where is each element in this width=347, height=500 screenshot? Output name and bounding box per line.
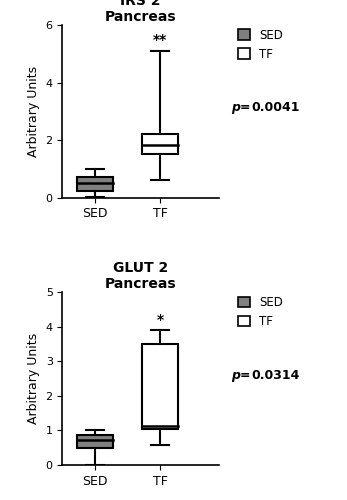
Legend: SED, TF: SED, TF — [237, 28, 285, 62]
Bar — [142, 134, 178, 154]
Y-axis label: Arbitrary Units: Arbitrary Units — [27, 333, 40, 424]
Title: IRS 2
Pancreas: IRS 2 Pancreas — [105, 0, 176, 24]
Bar — [77, 434, 113, 448]
Title: GLUT 2
Pancreas: GLUT 2 Pancreas — [105, 261, 176, 292]
Text: *: * — [156, 313, 164, 327]
Bar — [142, 344, 178, 429]
Text: 0.0041: 0.0041 — [251, 102, 300, 114]
Y-axis label: Arbitrary Units: Arbitrary Units — [27, 66, 40, 157]
Bar — [77, 177, 113, 191]
Text: p=: p= — [231, 369, 251, 382]
Text: **: ** — [153, 34, 167, 48]
Text: 0.0314: 0.0314 — [251, 369, 300, 382]
Text: p=: p= — [231, 102, 251, 114]
Legend: SED, TF: SED, TF — [237, 295, 285, 329]
